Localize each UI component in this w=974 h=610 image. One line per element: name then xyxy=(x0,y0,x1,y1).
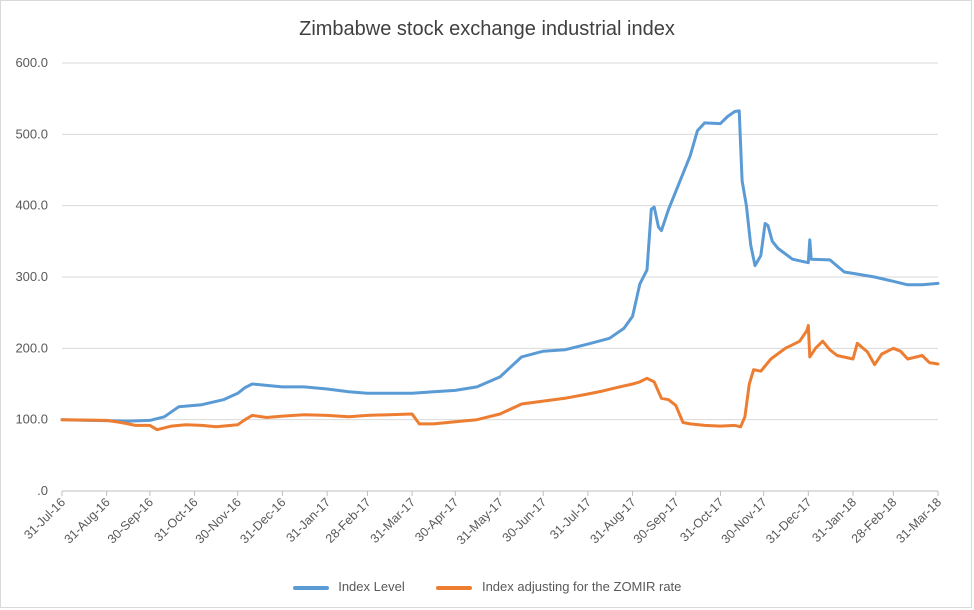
y-tick-label: 200.0 xyxy=(15,340,48,355)
legend-item-index-level: Index Level xyxy=(292,579,405,595)
y-tick-label: 500.0 xyxy=(15,126,48,141)
x-tick-label: 31-Jul-16 xyxy=(21,495,68,542)
legend-swatch-zomir-adjusted xyxy=(436,585,473,590)
x-tick-label: 31-Aug-16 xyxy=(62,495,113,546)
series-line-index-level xyxy=(60,109,940,423)
x-tick-label: 31-Dec-17 xyxy=(763,495,814,546)
y-tick-label: 300.0 xyxy=(15,269,48,284)
legend-item-zomir-adjusted: Index adjusting for the ZOMIR rate xyxy=(436,579,681,594)
y-tick-label: 400.0 xyxy=(15,198,48,213)
y-tick-label: 100.0 xyxy=(15,412,48,427)
x-tick-label: 30-Sep-16 xyxy=(105,495,156,546)
x-tick-label: 30-Jun-17 xyxy=(500,495,550,545)
x-tick-label: 30-Sep-17 xyxy=(631,495,682,546)
x-tick-label: 30-Nov-17 xyxy=(719,495,770,546)
y-tick-label: .0 xyxy=(37,483,48,498)
x-tick-label: 31-May-17 xyxy=(454,495,506,547)
series-line-zomir-adjusted xyxy=(60,324,940,432)
x-tick-label: 31-Aug-17 xyxy=(587,495,638,546)
x-tick-label: 31-Mar-17 xyxy=(368,495,419,546)
chart-title: Zimbabwe stock exchange industrial index xyxy=(299,18,675,40)
x-tick-label: 31-Dec-16 xyxy=(237,495,288,546)
legend: Index Level Index adjusting for the ZOMI… xyxy=(0,578,974,594)
legend-swatch-index-level xyxy=(292,585,329,590)
x-tick-label: 30-Nov-16 xyxy=(193,495,244,546)
x-tick-label: 31-Jul-17 xyxy=(547,495,594,542)
legend-label-zomir-adjusted: Index adjusting for the ZOMIR rate xyxy=(481,579,682,595)
x-tick-label: 31-Mar-18 xyxy=(893,495,944,546)
legend-label-index-level: Index Level xyxy=(338,579,405,595)
y-tick-label: 600.0 xyxy=(15,55,48,70)
